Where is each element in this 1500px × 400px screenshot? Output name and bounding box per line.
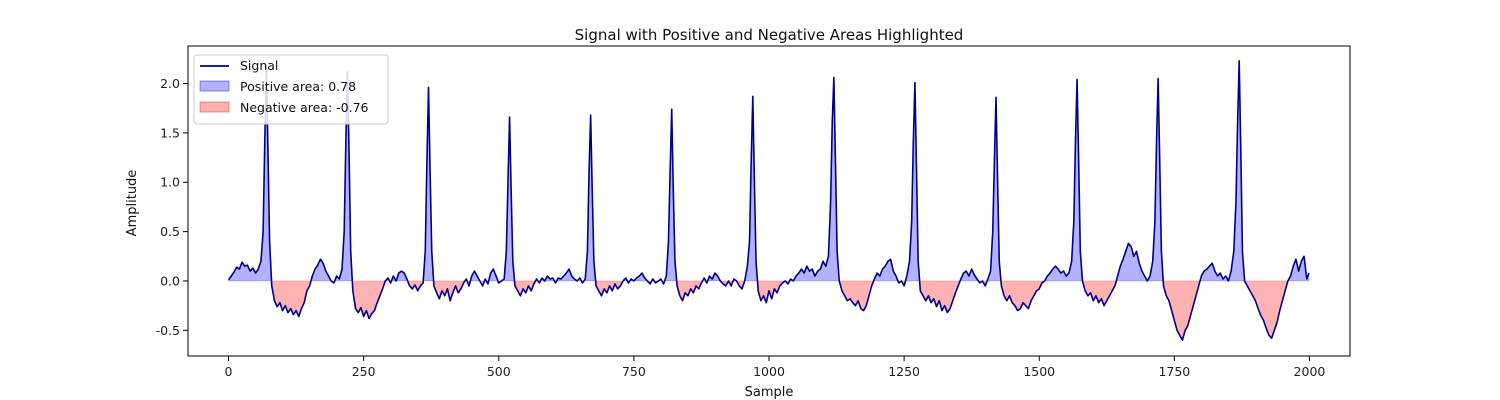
x-tick-label: 1750 [1158, 364, 1190, 379]
y-tick-label: 0.5 [160, 224, 180, 239]
area-fills [228, 60, 1310, 341]
x-tick-label: 0 [225, 364, 233, 379]
negative-area-69 [1162, 280, 1201, 341]
x-tick-label: 1250 [888, 364, 920, 379]
x-tick-label: 2000 [1294, 364, 1326, 379]
legend-label-signal: Signal [240, 58, 278, 73]
positive-area-54 [873, 258, 899, 282]
x-tick-label: 1500 [1023, 364, 1055, 379]
signal-line [227, 60, 1310, 341]
y-tick-label: 2.0 [160, 76, 180, 91]
legend-label-negative: Negative area: -0.76 [240, 100, 369, 115]
negative-area-65 [1000, 280, 1046, 312]
y-tick-label: 0.0 [160, 273, 180, 288]
negative-area-5 [351, 280, 386, 320]
y-tick-label: -0.5 [156, 323, 180, 338]
y-axis-label: Amplitude [125, 170, 140, 237]
x-axis-ticks: 0 250 500 750 1000 1250 1500 1750 2000 [225, 356, 1326, 379]
legend-swatch-negative [199, 101, 230, 113]
y-tick-label: 1.0 [160, 175, 180, 190]
legend-label-positive: Positive area: 0.78 [240, 79, 356, 94]
x-tick-label: 500 [487, 364, 511, 379]
x-tick-label: 250 [352, 364, 376, 379]
legend-swatch-positive [199, 80, 230, 92]
y-tick-label: 1.5 [160, 125, 180, 140]
chart-title: Signal with Positive and Negative Areas … [575, 26, 964, 44]
plot-area [227, 60, 1310, 341]
legend-box [193, 54, 389, 125]
x-tick-label: 750 [622, 364, 646, 379]
x-tick-label: 1000 [753, 364, 785, 379]
legend: Signal Positive area: 0.78 Negative area… [193, 54, 389, 125]
y-axis-ticks: -0.5 0.0 0.5 1.0 1.5 2.0 [156, 76, 188, 338]
x-axis-label: Sample [745, 385, 794, 400]
